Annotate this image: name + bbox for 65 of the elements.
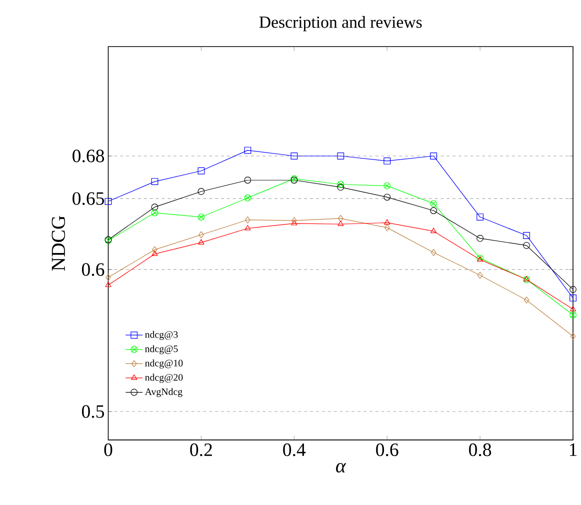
point [198,213,205,220]
y-axis-title: NDCG [52,216,66,271]
x-tick-label: 1 [570,443,577,456]
point [338,220,344,226]
point [430,200,438,207]
y-tick-label: 0.5 [82,404,104,418]
point [477,272,483,278]
point [245,216,250,224]
point [476,234,484,242]
y-tick-label: 0.6 [82,262,104,276]
point [151,203,158,210]
point [244,194,252,202]
point [244,146,252,154]
legend-label: ndcg@20 [145,374,183,383]
x-axis-title: α [336,462,346,472]
point [198,188,205,195]
point [105,281,112,287]
point [198,231,204,238]
point [570,286,576,293]
point [430,248,436,256]
x-tick-label: 0.2 [190,443,212,456]
point [152,250,158,256]
x-tick-label: 0.4 [283,443,306,456]
point [338,214,344,222]
point [337,184,344,190]
point [430,152,438,160]
point [106,274,111,281]
y-tick-label: 0.68 [72,149,104,162]
point [523,232,530,239]
point [151,209,158,216]
point [151,178,158,185]
point [244,224,251,230]
legend-label: AvgNdcg [144,388,182,397]
point [290,152,298,160]
x-tick-label: 0 [104,443,112,456]
legend-label: ndcg@3 [145,330,178,340]
point [476,213,484,220]
chart-title: Description and reviews [259,16,422,32]
point [198,167,205,174]
legend-label: ndcg@10 [145,359,183,368]
point [384,193,391,200]
point [337,180,344,188]
point [570,311,576,318]
point [570,332,576,340]
point [384,182,391,190]
legend-label: ndcg@5 [145,344,178,354]
point [244,176,252,184]
point [570,306,576,311]
point [337,152,344,160]
x-tick-label: 0.8 [469,443,492,456]
point [152,246,158,253]
point [384,219,390,224]
point [430,228,437,233]
point [384,157,391,164]
point [570,294,576,302]
x-tick-label: 0.6 [376,443,398,456]
y-tick-label: 0.65 [72,192,104,205]
point [291,216,297,224]
point [291,220,298,226]
point [104,198,112,205]
point [198,238,204,244]
point [524,296,530,304]
point [523,242,530,249]
point [384,224,390,231]
point [430,206,438,214]
